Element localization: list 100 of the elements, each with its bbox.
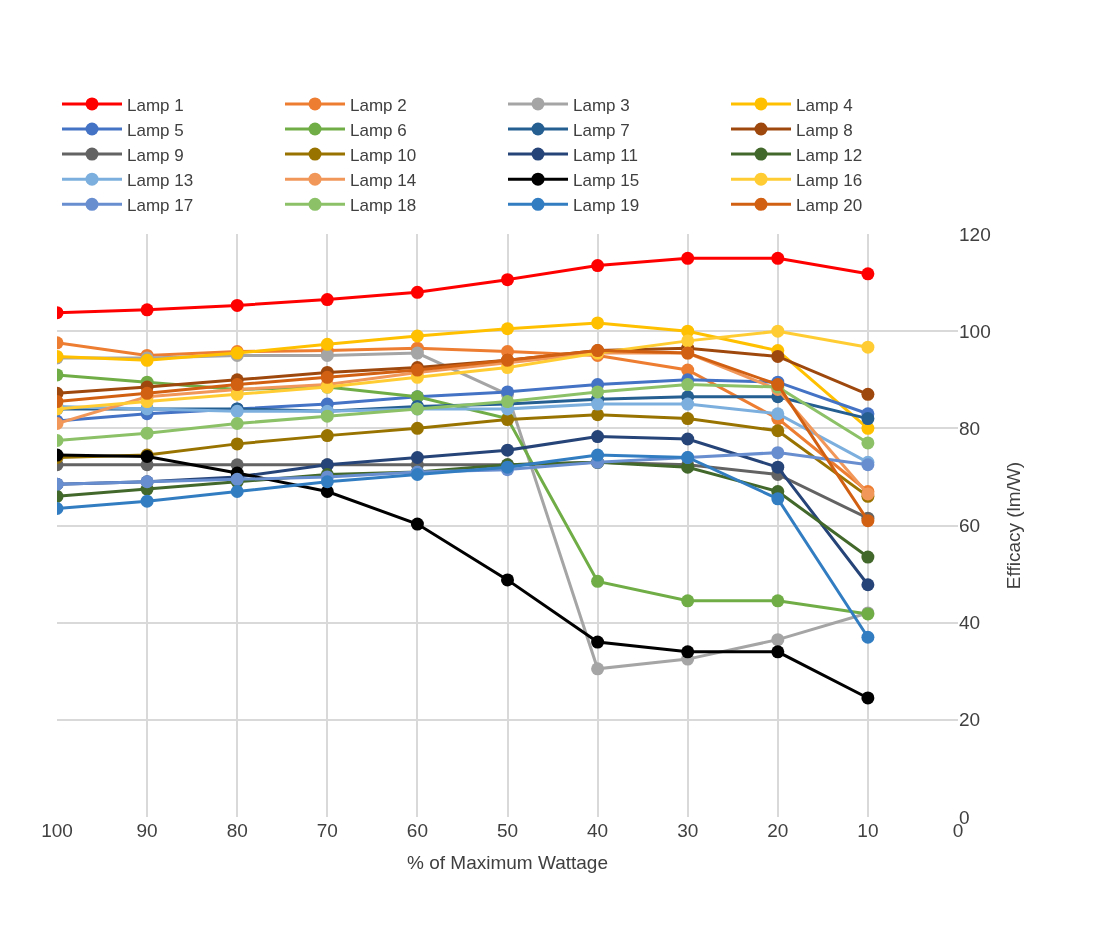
x-tick-label: 70 xyxy=(316,820,338,841)
point xyxy=(501,573,514,587)
x-tick-label: 10 xyxy=(857,820,879,841)
point xyxy=(861,267,875,281)
point xyxy=(140,494,154,508)
point xyxy=(320,370,334,384)
legend-label: Lamp 8 xyxy=(796,120,853,140)
point xyxy=(681,397,695,411)
point xyxy=(320,293,334,307)
point xyxy=(591,662,605,676)
legend-label: Lamp 13 xyxy=(127,170,194,190)
point xyxy=(230,416,244,430)
x-tick-label: 100 xyxy=(41,820,73,841)
point xyxy=(771,324,785,338)
point xyxy=(410,450,424,464)
point xyxy=(771,492,785,506)
legend-label: Lamp 2 xyxy=(350,95,407,115)
point xyxy=(320,337,334,351)
point xyxy=(591,385,605,399)
point xyxy=(861,550,875,564)
point xyxy=(501,273,514,287)
legend-label: Lamp 16 xyxy=(796,170,863,190)
point xyxy=(591,408,605,422)
point xyxy=(501,443,514,457)
legend-label: Lamp 5 xyxy=(127,120,184,140)
legend-label: Lamp 12 xyxy=(796,145,863,165)
point xyxy=(681,594,695,608)
point xyxy=(591,259,605,273)
legend-label: Lamp 1 xyxy=(127,95,184,115)
legend-label: Lamp 9 xyxy=(127,145,184,165)
y-tick-label: 120 xyxy=(959,223,991,245)
x-tick-label: 80 xyxy=(226,820,248,841)
legend-label: Lamp 14 xyxy=(350,170,417,190)
point xyxy=(861,340,875,354)
point xyxy=(320,348,334,362)
point xyxy=(681,645,695,659)
point xyxy=(410,329,424,343)
y-tick-label: 100 xyxy=(959,320,991,342)
point xyxy=(771,407,785,421)
y-tick-label: 40 xyxy=(959,612,981,634)
point xyxy=(771,251,785,265)
point xyxy=(591,397,605,411)
point xyxy=(320,429,334,443)
point xyxy=(771,460,785,474)
point xyxy=(230,378,244,392)
point xyxy=(861,412,875,426)
point xyxy=(410,421,424,435)
x-tick-label: 90 xyxy=(136,820,158,841)
point xyxy=(140,303,154,317)
y-tick-label: 80 xyxy=(959,417,981,439)
point xyxy=(591,448,605,462)
point xyxy=(681,378,695,392)
legend-label: Lamp 19 xyxy=(573,195,640,215)
point xyxy=(681,334,695,348)
point xyxy=(320,475,334,489)
point xyxy=(681,251,695,265)
legend-label: Lamp 20 xyxy=(796,195,863,215)
legend-label: Lamp 15 xyxy=(573,170,640,190)
x-tick-label: 60 xyxy=(406,820,428,841)
point xyxy=(230,484,244,498)
point xyxy=(861,387,875,401)
y-tick-label: 20 xyxy=(959,709,981,731)
legend-label: Lamp 18 xyxy=(350,195,417,215)
point xyxy=(410,517,424,531)
point xyxy=(861,630,875,644)
point xyxy=(861,578,875,592)
point xyxy=(230,298,244,312)
point xyxy=(681,432,695,446)
legend-label: Lamp 11 xyxy=(573,145,638,165)
x-tick-label: 50 xyxy=(496,820,519,841)
point xyxy=(591,316,605,330)
point xyxy=(591,635,605,649)
y-tick-label: 60 xyxy=(959,515,981,537)
legend-label: Lamp 3 xyxy=(573,95,630,115)
legend-label: Lamp 17 xyxy=(127,195,194,215)
point xyxy=(320,409,334,423)
point xyxy=(771,349,785,363)
point xyxy=(771,446,785,460)
x-tick-label: 30 xyxy=(677,820,699,841)
point xyxy=(410,346,424,360)
point xyxy=(861,436,875,450)
point xyxy=(681,412,695,426)
legend-label: Lamp 6 xyxy=(350,120,407,140)
legend-label: Lamp 10 xyxy=(350,145,417,165)
point xyxy=(140,426,154,440)
point xyxy=(591,430,605,444)
point xyxy=(861,691,875,705)
point xyxy=(591,574,605,588)
point xyxy=(771,594,785,608)
x-tick-label: 20 xyxy=(767,820,789,841)
point xyxy=(771,424,785,438)
point xyxy=(771,645,785,659)
point xyxy=(501,322,514,336)
x-axis-title: % of Maximum Wattage xyxy=(407,851,608,873)
point xyxy=(230,437,244,451)
point xyxy=(771,633,785,647)
x-tick-label: 40 xyxy=(587,820,609,841)
y-axis-title: Efficacy (lm/W) xyxy=(1002,461,1024,590)
legend-label: Lamp 7 xyxy=(573,120,630,140)
legend-label: Lamp 4 xyxy=(796,95,853,115)
